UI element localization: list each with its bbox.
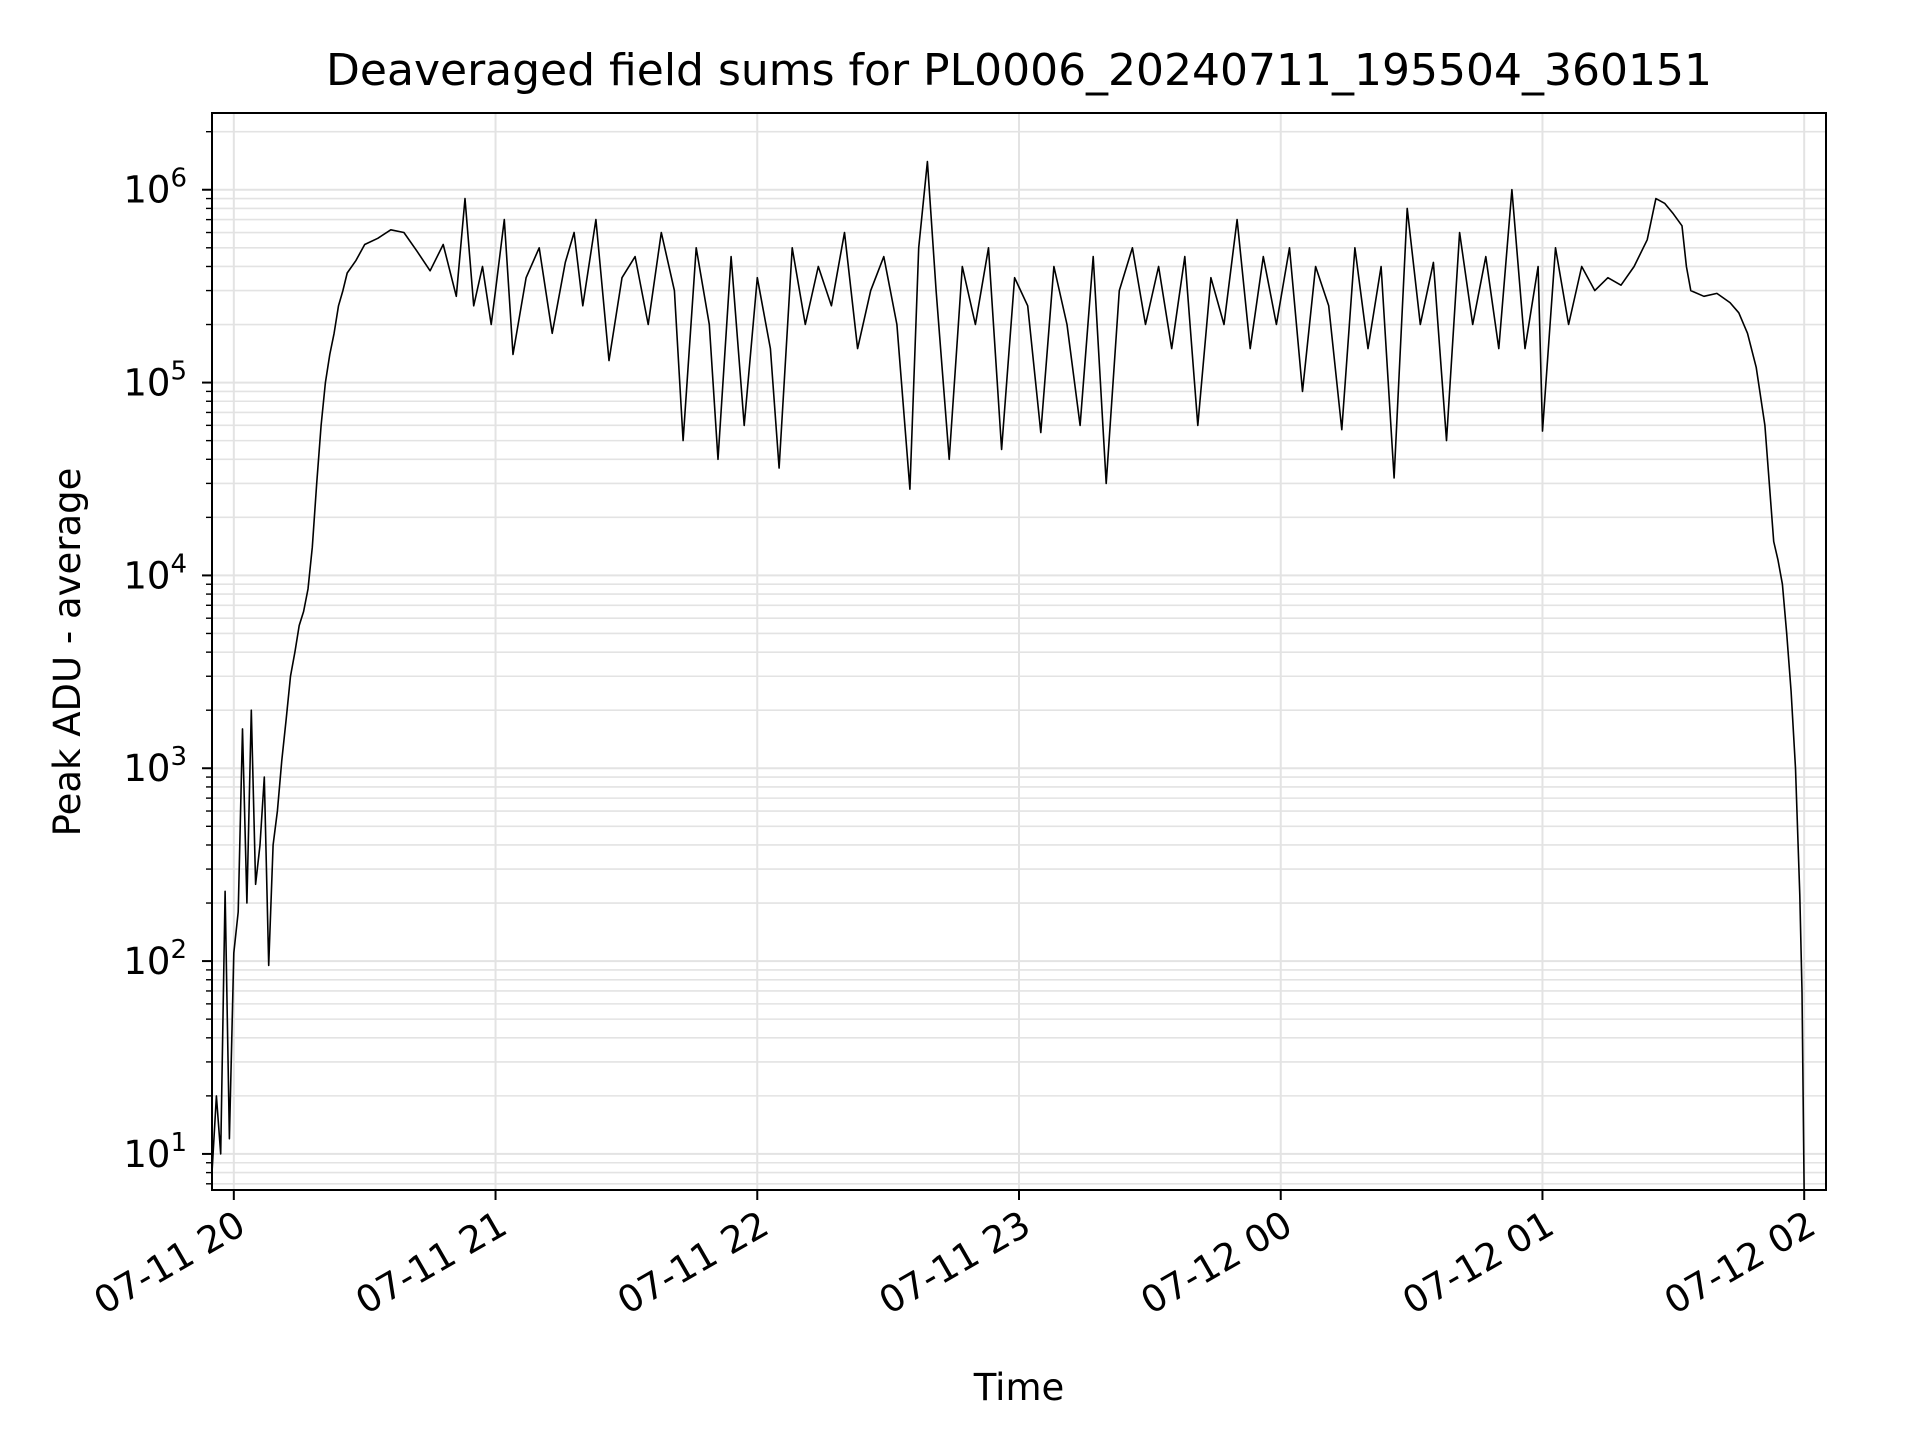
y-tick-label: 106 [123, 164, 187, 212]
grid [212, 113, 1826, 1190]
series-layer [212, 160, 1805, 1190]
series-line [212, 160, 1805, 1190]
y-tick-label: 104 [123, 549, 187, 597]
y-axis: 101 102 103 104 105 106 [123, 130, 212, 1185]
chart-title: Deaveraged field sums for PL0006_2024071… [326, 45, 1712, 96]
y-axis-label: Peak ADU - average [46, 468, 89, 837]
y-tick-label: 102 [123, 935, 187, 983]
x-axis-label: Time [973, 1366, 1065, 1409]
y-tick-label: 105 [123, 357, 187, 405]
y-tick-label: 101 [123, 1128, 187, 1176]
y-tick-label: 103 [123, 742, 187, 790]
